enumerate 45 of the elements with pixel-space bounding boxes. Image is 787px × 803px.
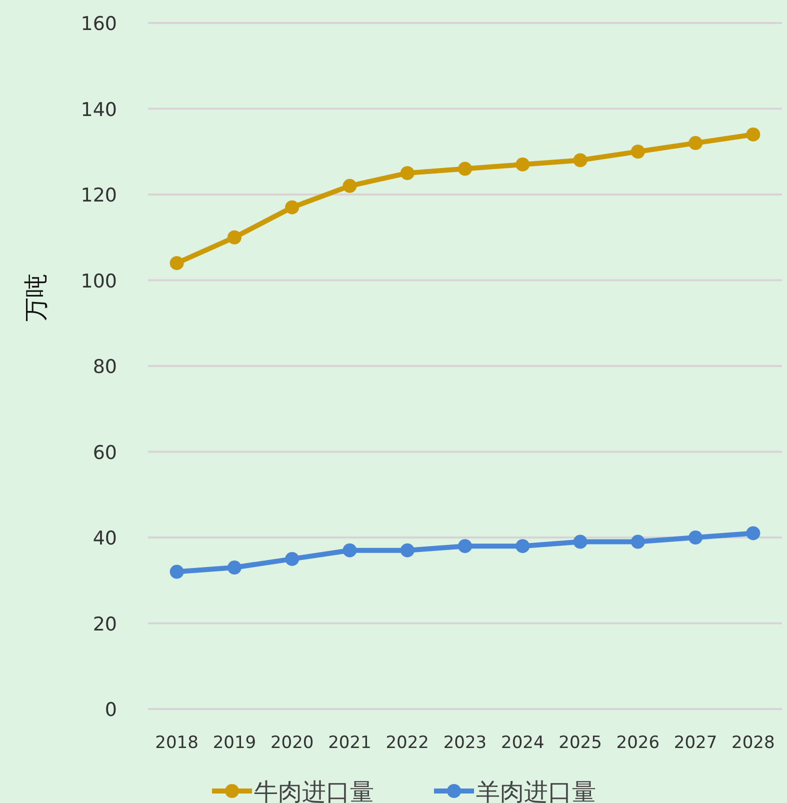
- point: [227, 230, 242, 244]
- legend-label: 羊肉进口量: [476, 778, 596, 803]
- x-tick-label: 2025: [558, 733, 602, 753]
- point: [516, 539, 530, 554]
- x-tick-label: 2024: [501, 733, 544, 753]
- point: [342, 178, 357, 193]
- point: [516, 157, 530, 172]
- point: [285, 552, 300, 566]
- legend-label: 牛肉进口量: [254, 778, 374, 803]
- y-tick-label: 100: [80, 270, 117, 292]
- point: [227, 560, 242, 575]
- x-tick-label: 2023: [443, 733, 487, 753]
- point: [688, 136, 703, 150]
- point: [458, 539, 472, 554]
- point: [170, 256, 184, 270]
- point: [746, 127, 760, 142]
- x-tick-label: 2026: [616, 733, 660, 753]
- point: [400, 166, 414, 180]
- point: [573, 153, 588, 168]
- y-tick-label: 80: [92, 356, 117, 378]
- x-tick-label: 2020: [270, 733, 314, 753]
- point: [285, 200, 300, 214]
- y-tick-label: 160: [80, 13, 117, 35]
- x-tick-label: 2018: [155, 733, 198, 753]
- x-tick-label: 2028: [732, 733, 775, 753]
- y-axis-title: 万吨: [22, 273, 50, 322]
- point: [458, 162, 472, 176]
- y-tick-label: 140: [80, 98, 117, 121]
- point: [630, 534, 645, 549]
- point: [170, 564, 184, 579]
- point: [688, 530, 703, 544]
- x-tick-label: 2021: [328, 733, 372, 753]
- y-tick-label: 40: [92, 528, 117, 550]
- x-tick-label: 2019: [212, 733, 256, 753]
- point: [746, 526, 760, 540]
- x-tick-label: 2027: [674, 733, 718, 753]
- x-tick-label: 2022: [386, 733, 429, 753]
- point: [573, 534, 588, 549]
- point: [630, 144, 645, 159]
- y-tick-label: 60: [92, 442, 117, 464]
- y-tick-label: 120: [80, 184, 117, 206]
- y-tick-label: 20: [92, 613, 117, 636]
- point: [342, 543, 357, 558]
- point: [400, 543, 414, 558]
- y-tick-label: 0: [104, 699, 117, 721]
